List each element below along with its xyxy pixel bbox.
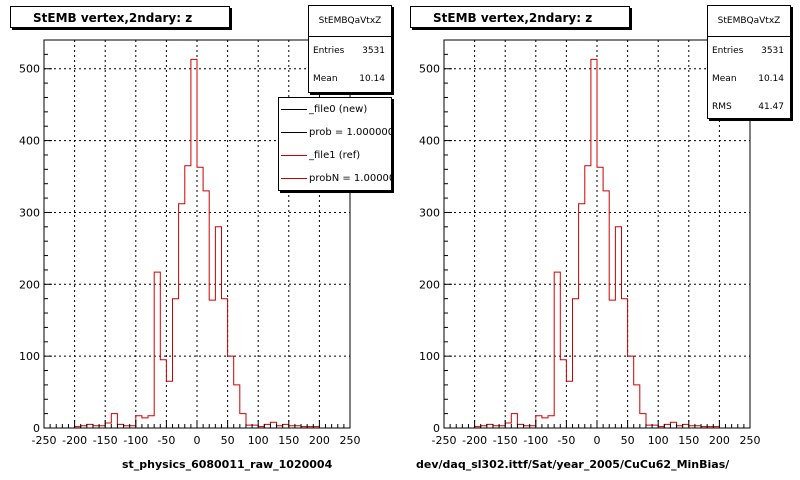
y-tick-label: 500 <box>19 63 40 76</box>
y-tick-label: 300 <box>19 206 40 219</box>
x-tick-label: -150 <box>93 434 118 447</box>
stats-value: 3531 <box>362 46 385 56</box>
right-stats-box: StEMBQaVtxZ Entries 3531 Mean 10.14 RMS … <box>707 5 791 119</box>
legend-swatch <box>281 155 307 156</box>
x-tick-label: 150 <box>678 434 699 447</box>
stats-name: StEMBQaVtxZ <box>309 6 391 37</box>
legend-label: prob = 1.000000 <box>309 127 392 138</box>
left-stats-box: StEMBQaVtxZ Entries 3531 Mean 10.14 <box>308 5 392 93</box>
stats-label: RMS <box>712 102 732 112</box>
x-tick-label: 250 <box>740 434 761 447</box>
stats-value: 10.14 <box>359 74 385 84</box>
legend-label: _file1 (ref) <box>309 150 361 161</box>
histogram-series-ref <box>474 58 720 428</box>
stats-label: Entries <box>313 46 345 56</box>
x-tick-label: 50 <box>621 434 635 447</box>
legend-label: _file0 (new) <box>309 104 368 115</box>
right-plot-title: StEMB vertex,2ndary: z <box>410 6 630 28</box>
x-tick-label: -200 <box>462 434 487 447</box>
stats-label: Entries <box>712 46 744 56</box>
legend-entry: prob = 1.000000 <box>279 121 391 144</box>
x-tick-label: 50 <box>221 434 235 447</box>
x-tick-label: 100 <box>248 434 269 447</box>
x-tick-label: 0 <box>194 434 201 447</box>
x-tick-label: 200 <box>709 434 730 447</box>
x-tick-label: 150 <box>278 434 299 447</box>
stats-name: StEMBQaVtxZ <box>708 6 790 37</box>
stats-value: 10.14 <box>758 74 784 84</box>
x-tick-label: 200 <box>309 434 330 447</box>
x-tick-label: -50 <box>557 434 575 447</box>
right-plot: -250 -200 -150 -100 -50 0 50 100 150 200 250 0 100 20… <box>419 39 761 447</box>
y-tick-label: 100 <box>419 350 440 363</box>
y-tick-label: 400 <box>419 135 440 148</box>
legend-entry: probN = 1.000000 <box>279 167 391 190</box>
stats-label: Mean <box>712 74 737 84</box>
legend-swatch <box>281 178 307 179</box>
y-tick-label: 200 <box>419 278 440 291</box>
x-tick-label: 0 <box>594 434 601 447</box>
y-tick-label: 400 <box>19 135 40 148</box>
y-tick-label: 200 <box>19 278 40 291</box>
stats-row-entries: Entries 3531 <box>309 37 391 65</box>
y-tick-label: 0 <box>433 422 440 435</box>
left-x-axis-label: st_physics_6080011_raw_1020004 <box>122 458 333 471</box>
x-tick-label: -250 <box>32 434 57 447</box>
x-tick-label: 250 <box>340 434 361 447</box>
legend-swatch <box>281 132 307 133</box>
right-x-axis-label: dev/daq_sl302.ittf/Sat/year_2005/CuCu62_… <box>416 458 730 471</box>
stats-row-mean: Mean 10.14 <box>708 65 790 93</box>
y-tick-label: 100 <box>19 350 40 363</box>
x-tick-label: -50 <box>157 434 175 447</box>
y-tick-label: 500 <box>419 63 440 76</box>
legend-box: _file0 (new) prob = 1.000000 _file1 (ref… <box>278 97 392 191</box>
x-tick-label: 100 <box>648 434 669 447</box>
x-tick-label: -250 <box>432 434 457 447</box>
left-plot-title: StEMB vertex,2ndary: z <box>10 6 230 28</box>
legend-label: probN = 1.000000 <box>309 173 391 184</box>
stats-value: 41.47 <box>758 102 784 112</box>
x-tick-label: -100 <box>523 434 548 447</box>
x-tick-label: -200 <box>62 434 87 447</box>
stats-row-entries: Entries 3531 <box>708 37 790 65</box>
legend-entry: _file0 (new) <box>279 98 391 121</box>
legend-entry: _file1 (ref) <box>279 144 391 167</box>
x-tick-label: -150 <box>493 434 518 447</box>
histogram-series-ref <box>74 58 320 428</box>
stats-value: 3531 <box>761 46 784 56</box>
stats-row-mean: Mean 10.14 <box>309 65 391 93</box>
legend-swatch <box>281 109 307 110</box>
y-tick-label: 300 <box>419 206 440 219</box>
stats-row-rms: RMS 41.47 <box>708 93 790 121</box>
y-tick-label: 0 <box>33 422 40 435</box>
stats-label: Mean <box>313 74 338 84</box>
x-tick-label: -100 <box>123 434 148 447</box>
